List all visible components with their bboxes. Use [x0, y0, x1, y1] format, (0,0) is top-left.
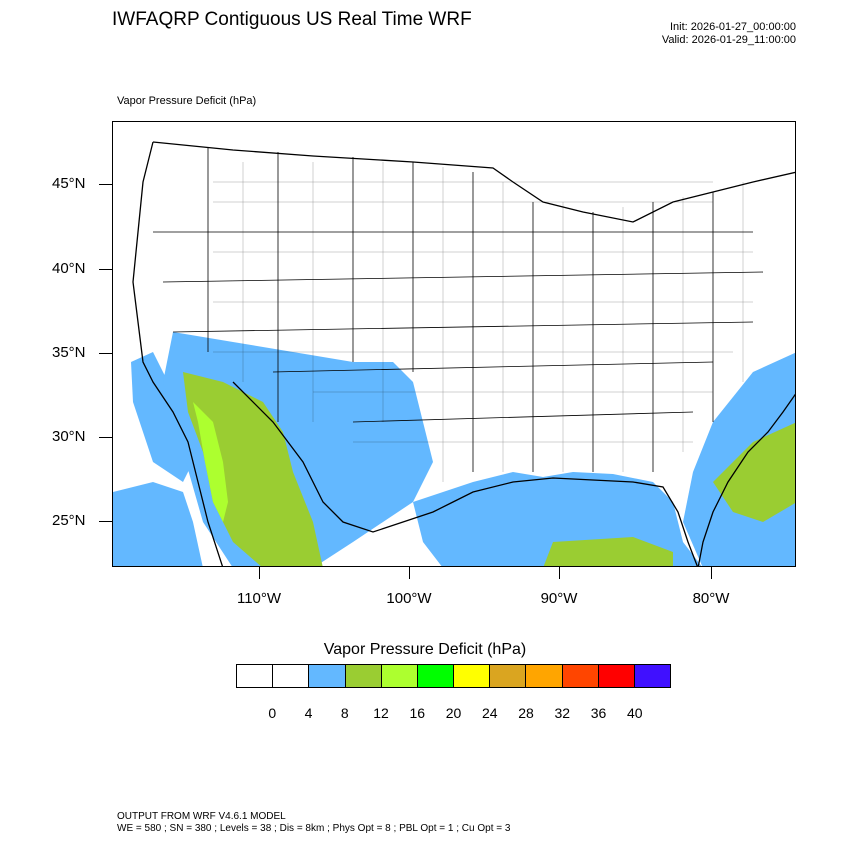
lat-label-30: 30°N: [52, 428, 86, 445]
colorbar-cell: [634, 665, 671, 687]
init-time: Init: 2026-01-27_00:00:00: [670, 21, 796, 33]
colorbar-title: Vapor Pressure Deficit (hPa): [323, 641, 527, 658]
colorbar: [236, 664, 671, 688]
colorbar-cell: [273, 665, 310, 687]
lat-label-45: 45°N: [52, 175, 86, 192]
colorbar-cell: [562, 665, 599, 687]
colorbar-label: 40: [626, 705, 643, 721]
map-panel: [112, 121, 796, 567]
plot-title: IWFAQRP Contiguous US Real Time WRF: [112, 9, 472, 30]
model-info: OUTPUT FROM WRF V4.6.1 MODEL: [117, 811, 286, 822]
colorbar-label: 4: [304, 705, 313, 721]
colorbar-cell: [309, 665, 346, 687]
state-lines: [153, 147, 764, 472]
colorbar-label: 24: [481, 705, 498, 721]
lon-label-100: 100°W: [386, 590, 432, 607]
colorbar-cell: [417, 665, 455, 687]
lat-tick-35: [99, 353, 112, 354]
lon-label-80: 80°W: [692, 590, 730, 607]
lat-tick-45: [99, 184, 112, 185]
colorbar-label: 20: [445, 705, 462, 721]
conus-map: [113, 122, 795, 566]
colorbar-cell: [598, 665, 635, 687]
gulf-green-band: [543, 537, 673, 566]
lat-tick-25: [99, 521, 112, 522]
colorbar-cell: [345, 665, 382, 687]
colorbar-label: 12: [373, 705, 389, 721]
colorbar-cell: [526, 665, 563, 687]
colorbar-label: 36: [590, 705, 607, 721]
colorbar-cell: [490, 665, 527, 687]
lon-label-90: 90°W: [540, 590, 578, 607]
atlantic-green-band: [713, 422, 795, 522]
lon-tick-100: [409, 567, 410, 579]
colorbar-label: 28: [518, 705, 534, 721]
lat-label-40: 40°N: [52, 260, 86, 277]
lon-tick-110: [259, 567, 260, 579]
lat-tick-40: [99, 269, 112, 270]
lon-tick-80: [711, 567, 712, 579]
model-settings: WE = 580 ; SN = 380 ; Levels = 38 ; Dis …: [117, 823, 511, 834]
colorbar-cell: [381, 665, 418, 687]
baja-high-vpd: [193, 402, 228, 522]
southwest-high-vpd: [183, 372, 323, 566]
colorbar-cell: [237, 665, 274, 687]
pacific-coast-vpd: [131, 352, 193, 482]
lat-label-25: 25°N: [52, 512, 86, 529]
lon-label-110: 110°W: [236, 590, 282, 607]
lon-tick-90: [559, 567, 560, 579]
field-label: Vapor Pressure Deficit (hPa): [117, 95, 257, 107]
lat-label-35: 35°N: [52, 344, 86, 361]
lat-tick-30: [99, 437, 112, 438]
colorbar-label: 32: [554, 705, 571, 721]
colorbar-label: 0: [268, 705, 277, 721]
valid-time: Valid: 2026-01-29_11:00:00: [661, 34, 796, 46]
colorbar-cell: [454, 665, 491, 687]
colorbar-label: 16: [409, 705, 426, 721]
pacific-vpd-region: [113, 482, 203, 566]
county-lines: [213, 162, 753, 482]
colorbar-label: 8: [340, 705, 349, 721]
